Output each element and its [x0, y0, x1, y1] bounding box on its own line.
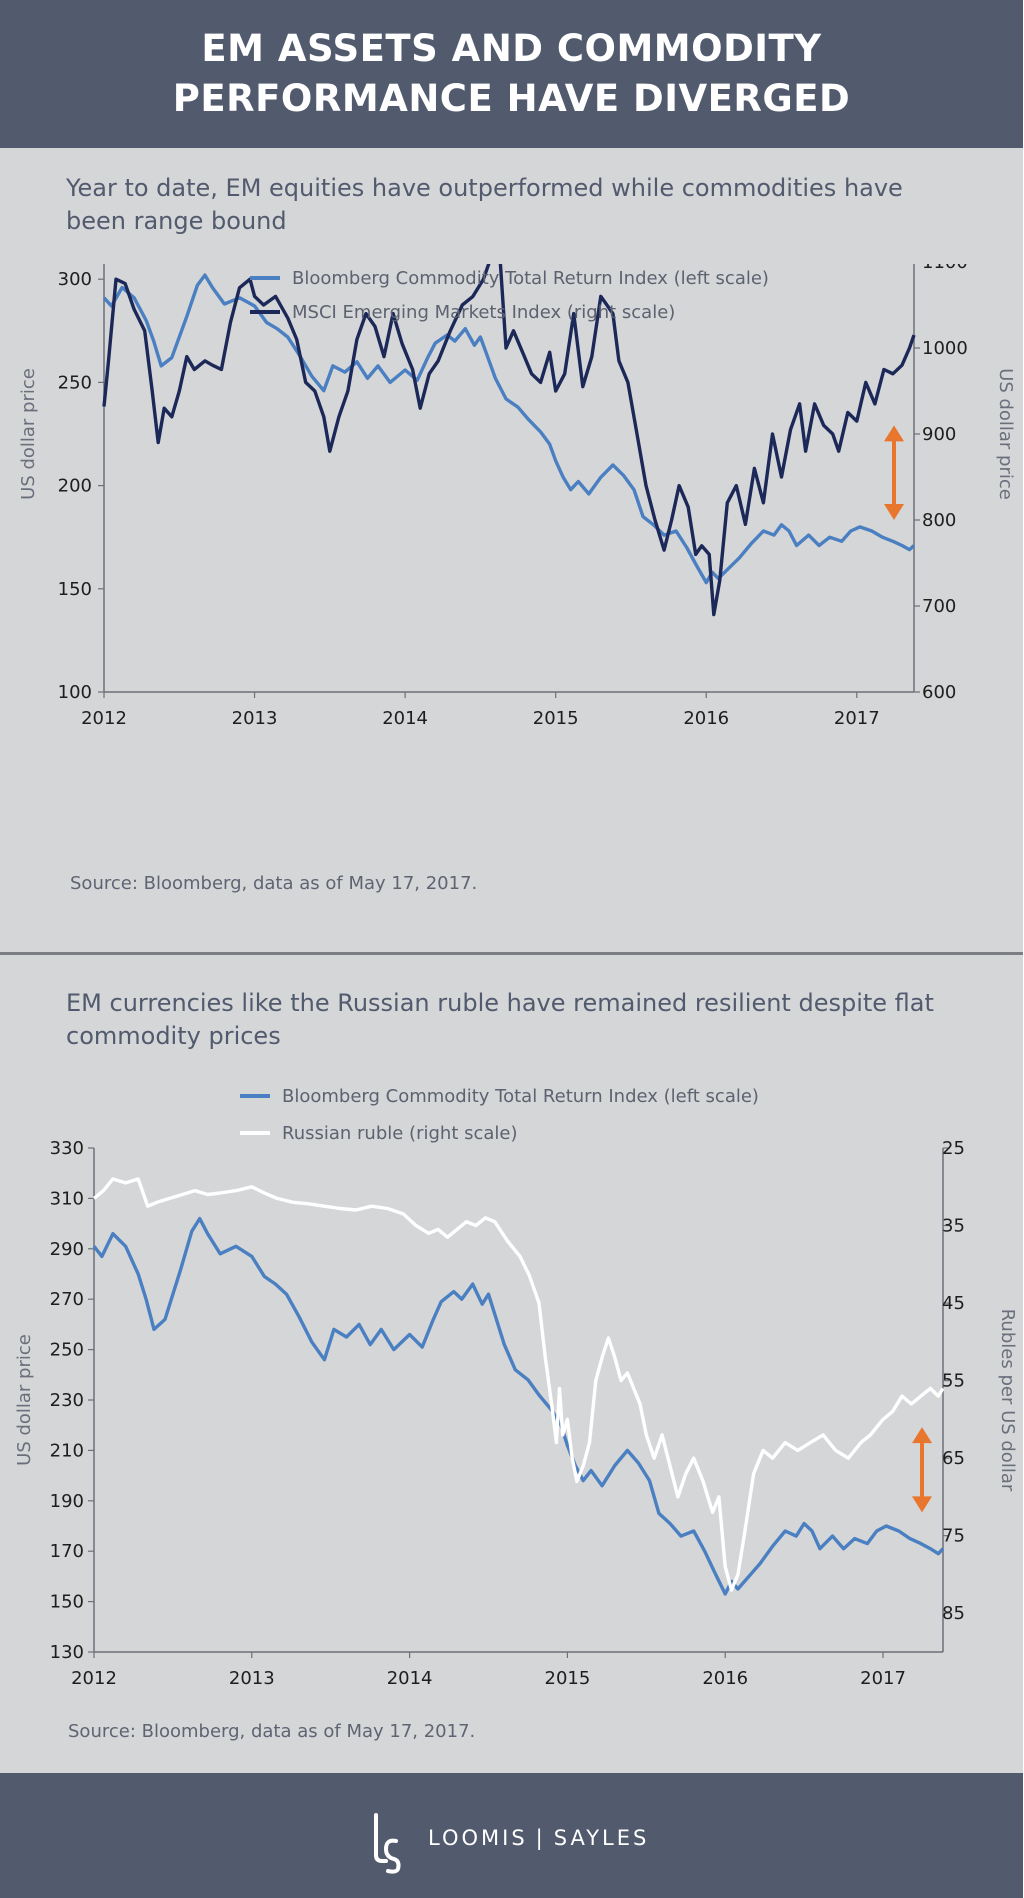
left-tick-label: 330	[50, 1138, 84, 1159]
right-axis-label: US dollar price	[995, 368, 1016, 500]
legend-label: Bloomberg Commodity Total Return Index (…	[292, 268, 769, 289]
right-tick-label: 45	[942, 1293, 965, 1314]
right-tick-label: 600	[922, 682, 956, 703]
chart2-source: Source: Bloomberg, data as of May 17, 20…	[68, 1721, 476, 1742]
right-tick-label: 700	[922, 596, 956, 617]
chart-panel-ruble: EM currencies like the Russian ruble hav…	[0, 955, 1023, 1773]
legend-label: Russian ruble (right scale)	[282, 1123, 518, 1144]
left-tick-label: 250	[58, 372, 92, 393]
x-tick-label: 2016	[683, 708, 729, 729]
chart2-svg: 130 150 170 190 210 230 250 270 290 310 330 25 35 45 5…	[14, 1086, 1018, 1689]
left-tick-label: 300	[58, 269, 92, 290]
series-line-2	[102, 264, 916, 617]
x-tick-label: 2017	[834, 708, 880, 729]
title-line-2: PERFORMANCE HAVE DIVERGED	[172, 77, 851, 120]
left-axis-label: US dollar price	[14, 1334, 35, 1466]
right-tick-label: 35	[942, 1216, 965, 1237]
left-tick-label: 310	[50, 1188, 84, 1209]
series-line-1	[92, 1216, 945, 1596]
right-tick-label: 1000	[922, 338, 968, 359]
chart-panel-equities: Year to date, EM equities have outperfor…	[0, 148, 1023, 953]
x-tick-label: 2014	[387, 1668, 433, 1689]
right-tick-label: 55	[942, 1371, 965, 1392]
x-tick-label: 2017	[860, 1668, 906, 1689]
x-tick-label: 2012	[81, 708, 127, 729]
right-tick-label: 1100	[922, 264, 968, 273]
right-tick-label: 65	[942, 1448, 965, 1469]
left-tick-label: 230	[50, 1390, 84, 1411]
annotation-arrow-head-up	[884, 425, 904, 442]
left-tick-label: 100	[58, 682, 92, 703]
left-tick-label: 200	[58, 476, 92, 497]
loomis-sayles-logo-icon	[374, 1813, 401, 1874]
title-line-1: EM ASSETS AND COMMODITY	[201, 27, 822, 70]
left-tick-label: 250	[50, 1340, 84, 1361]
left-tick-label: 290	[50, 1239, 84, 1260]
brand-left: LOOMIS	[428, 1826, 528, 1850]
brand-right: SAYLES	[553, 1826, 650, 1850]
left-tick-label: 210	[50, 1440, 84, 1461]
x-tick-label: 2013	[229, 1668, 275, 1689]
legend-label: Bloomberg Commodity Total Return Index (…	[282, 1086, 759, 1107]
legend-label: MSCI Emerging Markets Index (right scale…	[292, 302, 675, 323]
panel-divider	[0, 952, 1023, 955]
right-tick-label: 25	[942, 1138, 965, 1159]
right-tick-label: 900	[922, 424, 956, 445]
header-banner: EM ASSETS AND COMMODITY PERFORMANCE HAVE…	[0, 0, 1023, 148]
series-line-1	[102, 273, 916, 585]
left-tick-label: 130	[50, 1642, 84, 1663]
right-tick-label: 85	[942, 1603, 965, 1624]
brand-wordmark: LOOMIS | SAYLES	[428, 1826, 649, 1850]
chart1-source: Source: Bloomberg, data as of May 17, 20…	[70, 873, 478, 894]
right-axis-label: Rubles per US dollar	[997, 1309, 1018, 1492]
x-tick-label: 2015	[533, 708, 579, 729]
chart1-subtitle: Year to date, EM equities have outperfor…	[66, 174, 903, 235]
footer-banner	[0, 1773, 1023, 1898]
x-tick-label: 2012	[71, 1668, 117, 1689]
left-tick-label: 190	[50, 1491, 84, 1512]
left-tick-label: 150	[58, 579, 92, 600]
x-tick-label: 2016	[702, 1668, 748, 1689]
annotation-arrow-head-down	[884, 504, 904, 520]
brand-separator: |	[535, 1826, 546, 1850]
right-tick-label: 800	[922, 510, 956, 531]
series-line-2	[92, 1177, 945, 1592]
annotation-arrow-head-up	[912, 1427, 932, 1444]
x-tick-label: 2015	[545, 1668, 591, 1689]
left-tick-label: 150	[50, 1592, 84, 1613]
left-tick-label: 270	[50, 1289, 84, 1310]
annotation-arrow-head-down	[912, 1496, 932, 1513]
chart2-subtitle: EM currencies like the Russian ruble hav…	[66, 989, 934, 1050]
left-axis-label: US dollar price	[18, 368, 39, 500]
x-tick-label: 2014	[382, 708, 428, 729]
right-tick-label: 75	[942, 1526, 965, 1547]
x-tick-label: 2013	[232, 708, 278, 729]
chart1-svg: 1001502002503003506007008009001000110012…	[18, 264, 1016, 729]
left-tick-label: 170	[50, 1541, 84, 1562]
